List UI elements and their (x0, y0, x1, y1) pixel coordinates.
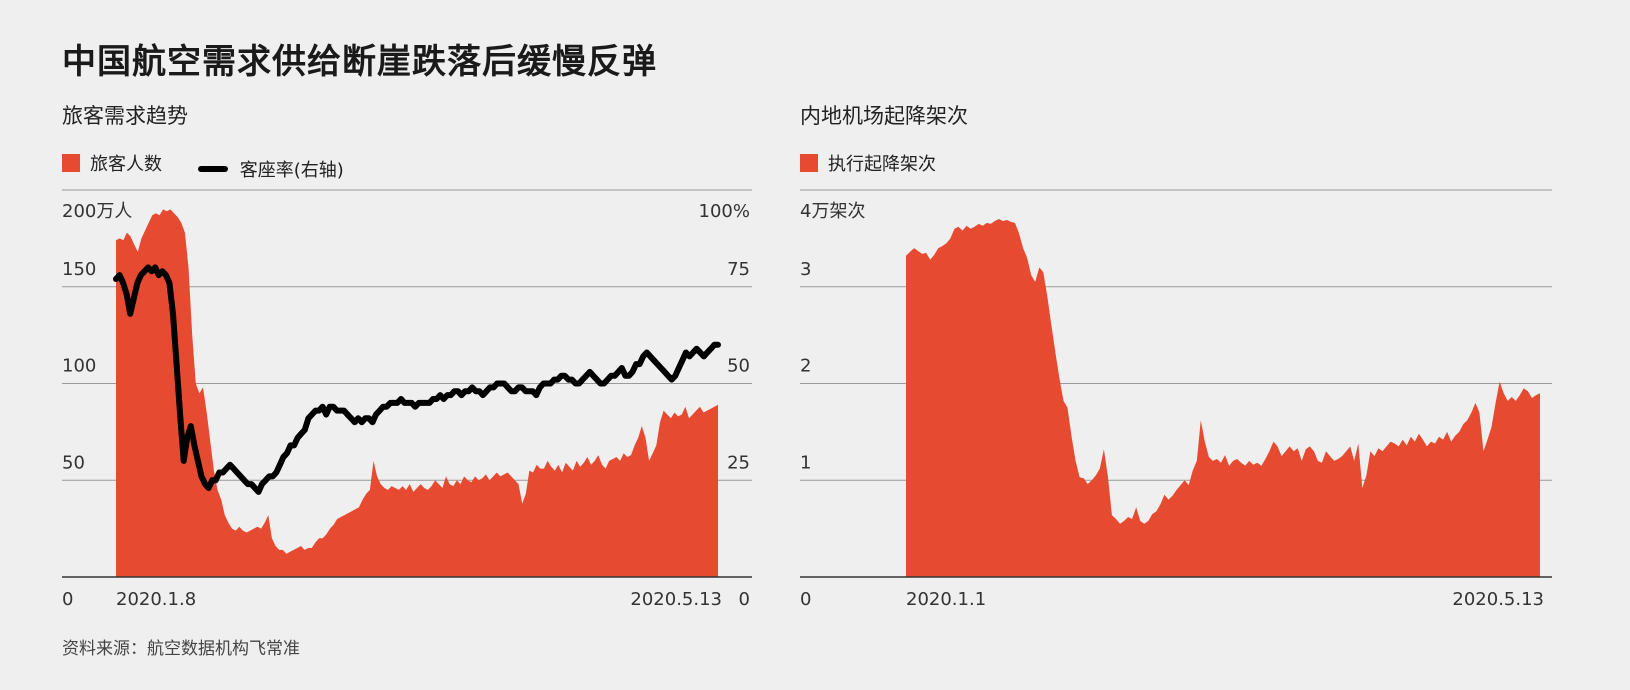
series-line-load-factor (113, 264, 721, 495)
y-tick-label: 100 (62, 356, 96, 377)
y-tick-label: 2 (800, 356, 811, 377)
source-note: 资料来源：航空数据机构飞常准 (62, 639, 300, 659)
legend-label-flights: 执行起降架次 (828, 154, 936, 175)
y-tick-label: 0 (800, 589, 811, 610)
legend-swatch-area (62, 154, 80, 172)
series-area-0 (116, 209, 718, 577)
right-legend: 执行起降架次 (800, 150, 966, 177)
legend-item-flights: 执行起降架次 (800, 150, 936, 176)
x-tick-label-end: 2020.5.13 (1452, 589, 1544, 610)
legend-item-load-factor: 客座率(右轴) (197, 156, 344, 182)
y-tick-label: 0 (62, 589, 73, 610)
x-tick-label-start: 2020.1.8 (116, 589, 196, 610)
y-unit-label: 200万人 (62, 201, 132, 222)
legend-item-passengers: 旅客人数 (62, 150, 162, 176)
series-area-1 (906, 219, 1540, 577)
x-tick-label-start: 2020.1.1 (906, 589, 986, 610)
y-tick-label: 150 (62, 259, 96, 280)
y-tick-label: 50 (62, 452, 85, 473)
y-right-tick-label: 75 (727, 259, 750, 280)
y-right-tick-label: 0 (739, 589, 750, 610)
x-tick-label-end: 2020.5.13 (630, 589, 722, 610)
y-right-tick-label: 25 (727, 452, 750, 473)
y-unit-label: 4万架次 (800, 201, 865, 222)
page-title: 中国航空需求供给断崖跌落后缓慢反弹 (62, 42, 657, 82)
y-tick-label: 3 (800, 259, 811, 280)
y-tick-label: 1 (800, 452, 811, 473)
right-chart-title: 内地机场起降架次 (800, 104, 968, 128)
legend-swatch-line (197, 166, 228, 172)
y-right-unit-label: 100% (699, 201, 750, 222)
legend-label-load-factor: 客座率(右轴) (239, 160, 344, 181)
legend-swatch-area (800, 154, 818, 172)
legend-label-passengers: 旅客人数 (90, 154, 162, 175)
left-legend: 旅客人数 客座率(右轴) (62, 150, 374, 182)
left-chart-title: 旅客需求趋势 (62, 104, 188, 128)
y-right-tick-label: 50 (727, 356, 750, 377)
